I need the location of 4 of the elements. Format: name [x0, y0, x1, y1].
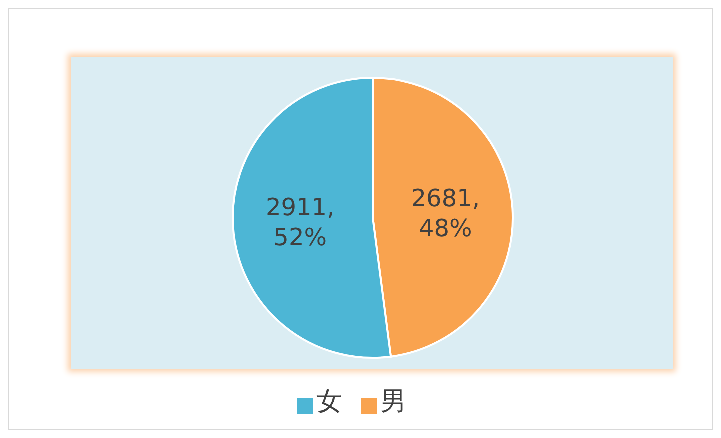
legend-label: 男 [380, 387, 406, 417]
data-label: 2911, 52% [266, 194, 335, 252]
data-label: 2681, 48% [411, 184, 480, 242]
legend-label: 女 [316, 387, 342, 417]
